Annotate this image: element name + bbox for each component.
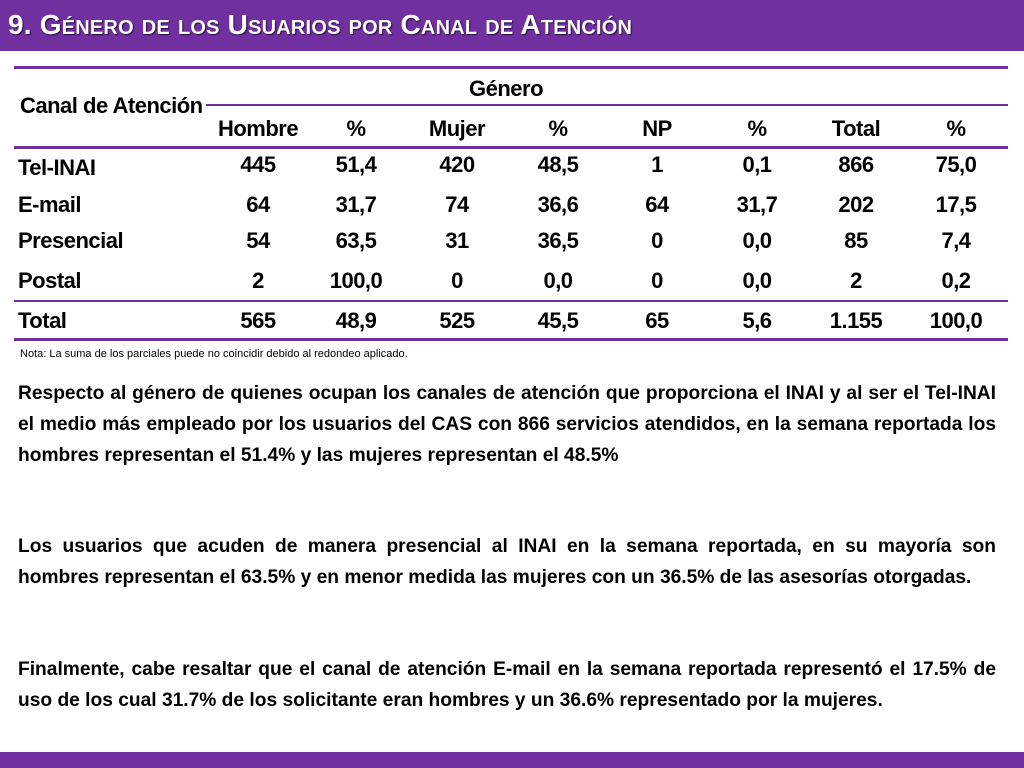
- column-header: Total: [831, 116, 881, 141]
- table-cell: 51,4: [335, 152, 377, 177]
- table-cell: 0: [451, 268, 463, 293]
- table-cell: 2: [252, 268, 264, 293]
- bottom-bar: [0, 752, 1024, 768]
- paragraph-1: Respecto al género de quienes ocupan los…: [18, 383, 996, 466]
- table-cell: 100,0: [329, 268, 383, 293]
- table-cell: 36,5: [537, 228, 579, 253]
- table-cell: 202: [838, 192, 874, 217]
- table-cell: 100,0: [929, 308, 983, 333]
- table-cell: 54: [246, 228, 270, 253]
- table-cell: 48,5: [537, 152, 579, 177]
- table-bottom-rule: [14, 338, 1008, 341]
- table-cell: 85: [844, 228, 868, 253]
- table-cell: 64: [246, 192, 270, 217]
- table-note: Nota: La suma de los parciales puede no …: [20, 348, 408, 360]
- table-cell: 45,5: [537, 308, 579, 333]
- column-header: NP: [642, 116, 672, 141]
- table-cell: 0,2: [941, 268, 971, 293]
- table-cell: 7,4: [941, 228, 971, 253]
- table-cell: 48,9: [335, 308, 377, 333]
- table-cell: 2: [850, 268, 862, 293]
- table-cell: 0,0: [543, 268, 573, 293]
- table-cell: 565: [240, 308, 276, 333]
- table-cell: 31: [445, 228, 469, 253]
- table-cell: 525: [439, 308, 475, 333]
- table-cell: 0,0: [742, 268, 772, 293]
- column-header-rule: [14, 146, 1008, 149]
- title-bar: 9. Género de los Usuarios por Canal de A…: [0, 0, 1024, 51]
- table-cell: 866: [838, 152, 874, 177]
- group-header: Género: [468, 76, 544, 101]
- group-header-rule: [206, 104, 1008, 106]
- table-cell: 31,7: [335, 192, 377, 217]
- table-cell: 1: [651, 152, 663, 177]
- table-cell: 64: [645, 192, 669, 217]
- table-cell: 36,6: [537, 192, 579, 217]
- column-header: %: [346, 116, 366, 141]
- row-label: Presencial: [18, 228, 124, 253]
- column-header: Mujer: [428, 116, 486, 141]
- table-cell: 65: [645, 308, 669, 333]
- row-label: Postal: [18, 268, 82, 293]
- column-header: Hombre: [217, 116, 299, 141]
- table-cell: 1.155: [829, 308, 883, 333]
- row-label: Total: [18, 308, 67, 333]
- column-header: %: [548, 116, 568, 141]
- table-cell: 445: [240, 152, 276, 177]
- paragraph-3: Finalmente, cabe resaltar que el canal d…: [18, 659, 996, 711]
- table-cell: 75,0: [935, 152, 977, 177]
- table-cell: 74: [445, 192, 469, 217]
- total-row-rule: [14, 300, 1008, 302]
- table-cell: 0: [651, 228, 663, 253]
- table-cell: 31,7: [736, 192, 778, 217]
- paragraph-2: Los usuarios que acuden de manera presen…: [18, 536, 996, 588]
- slide-title: 9. Género de los Usuarios por Canal de A…: [8, 9, 633, 40]
- column-header: %: [747, 116, 767, 141]
- table-top-rule: [14, 66, 1008, 69]
- table-cell: 0,0: [742, 228, 772, 253]
- column-header: %: [946, 116, 966, 141]
- table-cell: 63,5: [335, 228, 377, 253]
- corner-header: Canal de Atención: [20, 93, 203, 118]
- table-cell: 0,1: [742, 152, 772, 177]
- row-label: Tel-INAI: [18, 155, 96, 180]
- table-cell: 420: [439, 152, 475, 177]
- table-cell: 0: [651, 268, 663, 293]
- row-label: E-mail: [18, 192, 82, 217]
- table-cell: 17,5: [935, 192, 977, 217]
- table-cell: 5,6: [742, 308, 772, 333]
